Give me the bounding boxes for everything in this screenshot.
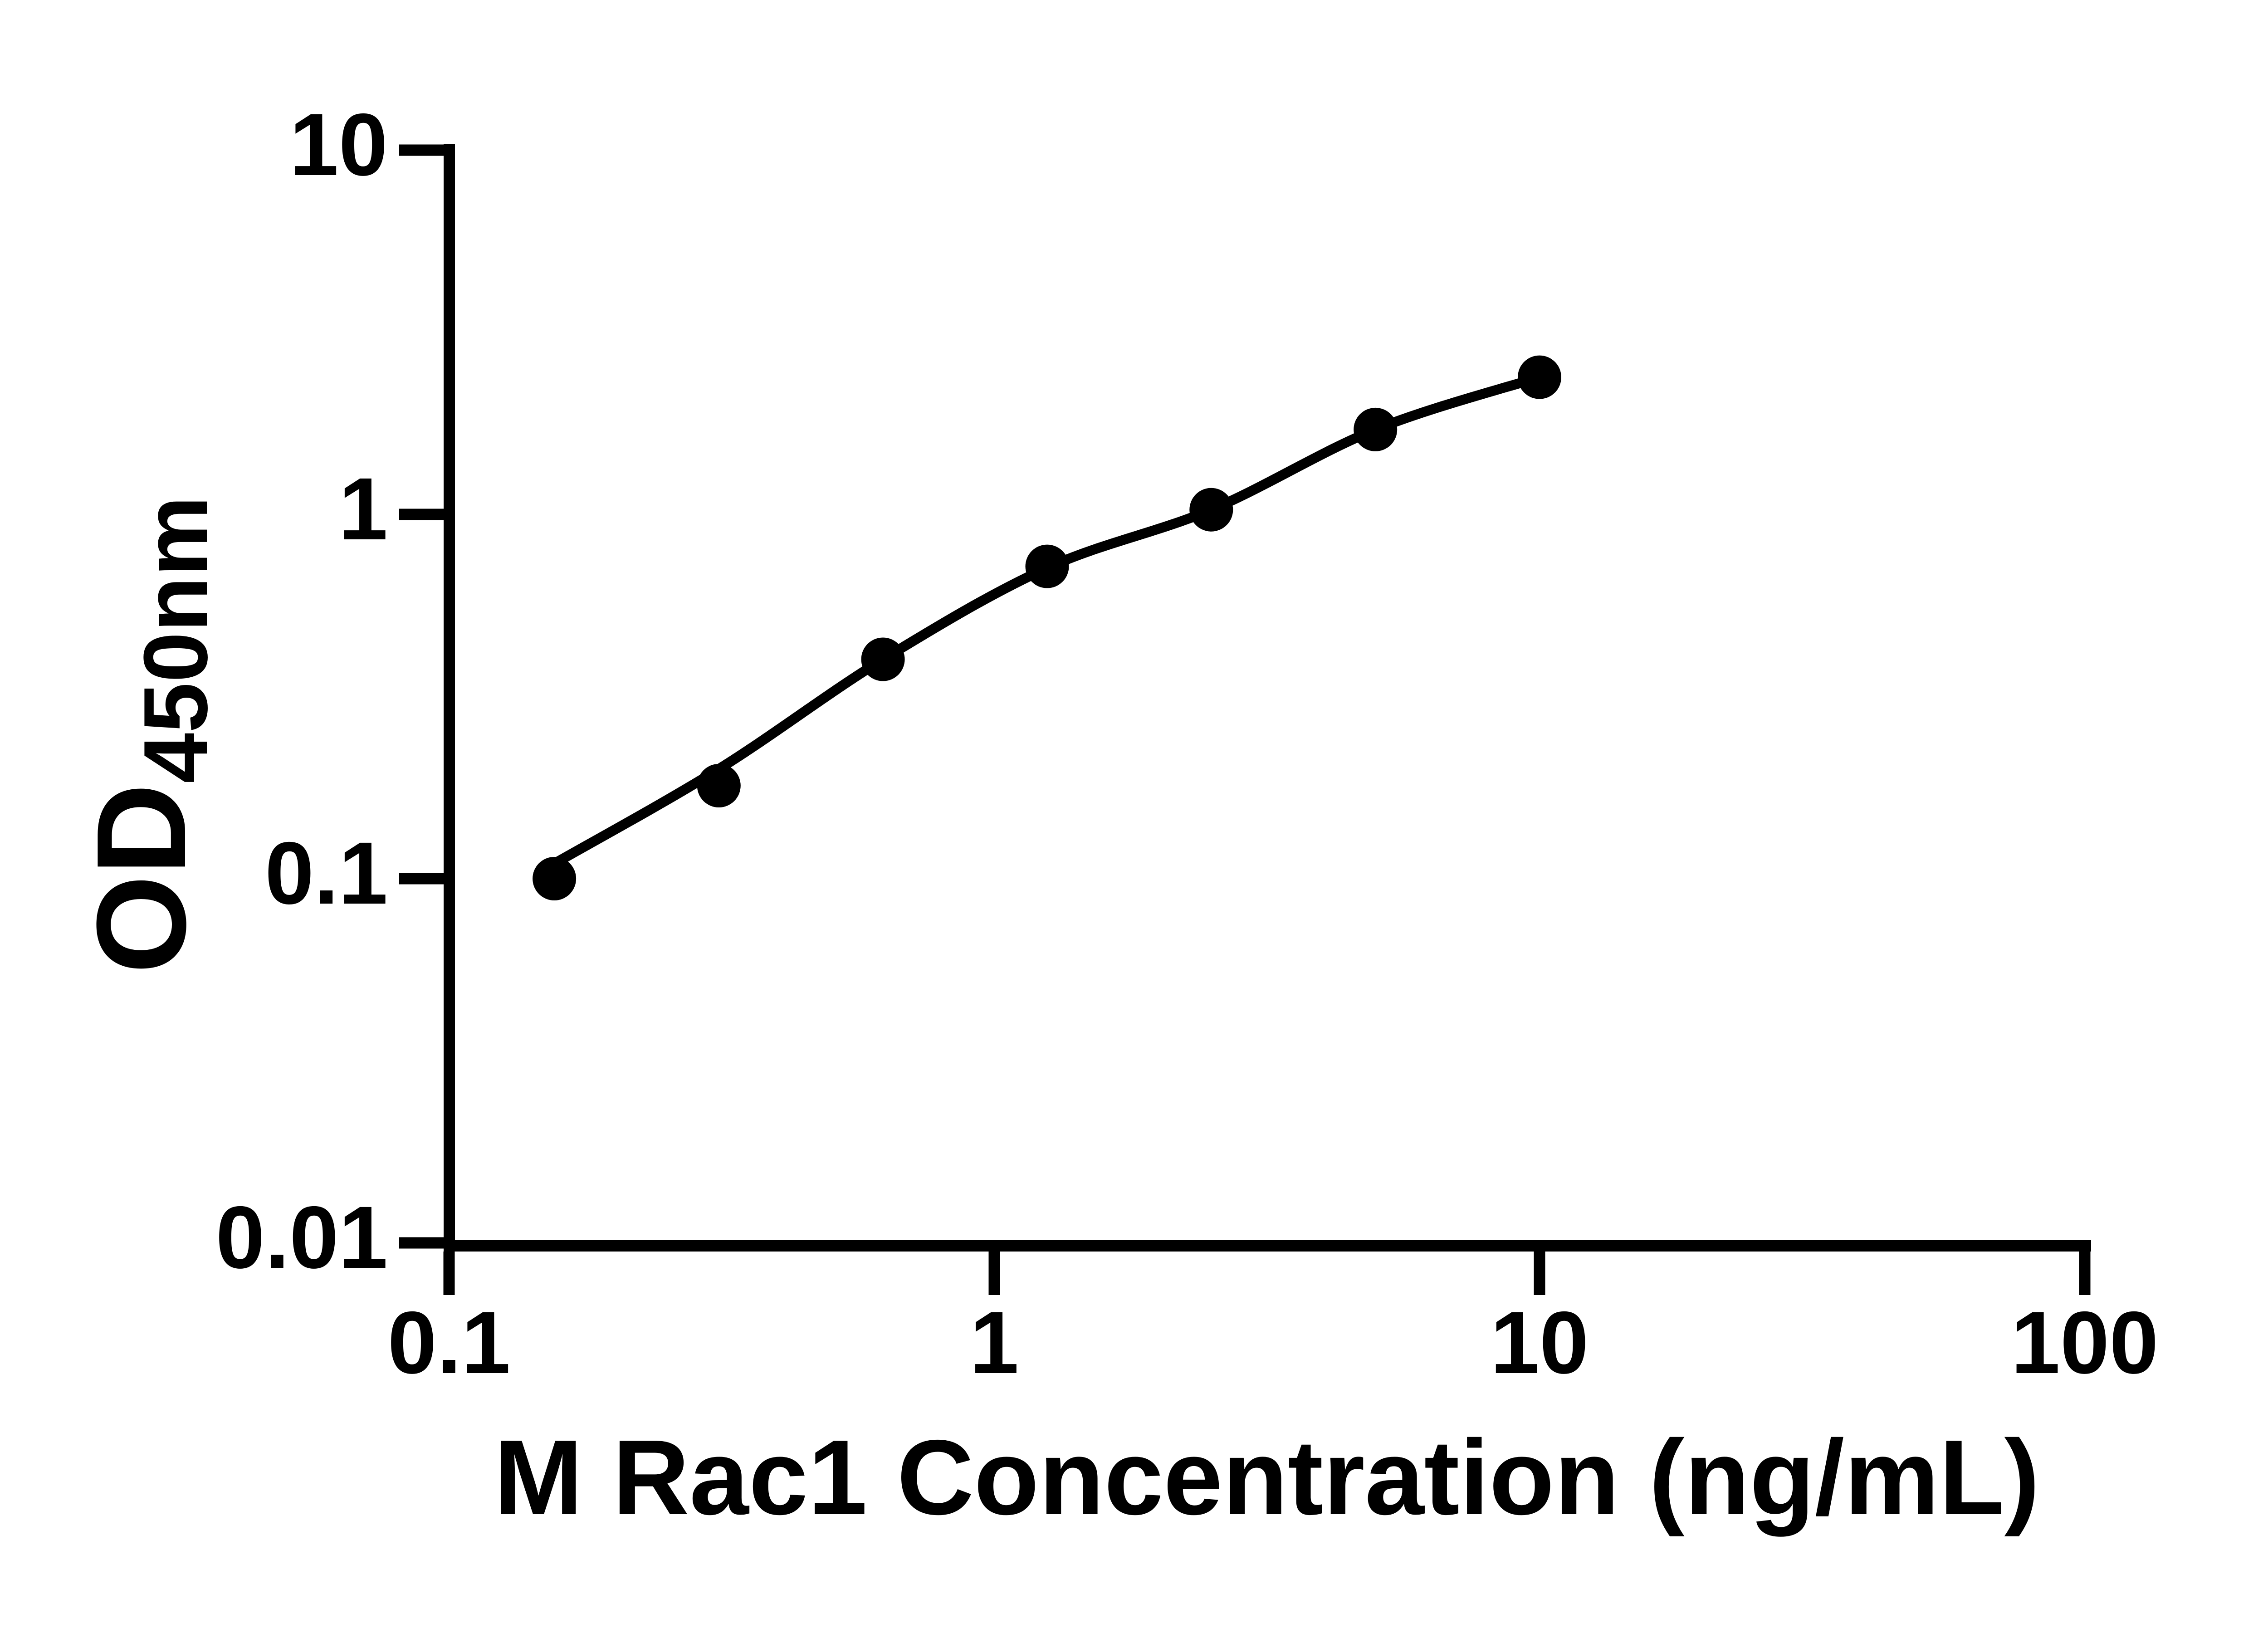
data-point: [1354, 407, 1398, 451]
data-point: [1025, 544, 1069, 588]
y-tick-label: 10: [289, 95, 388, 194]
y-tick-label: 0.01: [215, 1188, 388, 1287]
y-tick: [399, 508, 447, 520]
x-tick: [988, 1252, 1000, 1295]
data-point: [1189, 488, 1233, 532]
x-tick-label: 1: [969, 1293, 1019, 1392]
data-point: [1518, 355, 1561, 399]
data-point: [533, 857, 577, 900]
data-point: [861, 637, 905, 681]
x-axis-title: M Rac1 Concentration (ng/mL): [494, 1418, 2040, 1537]
x-tick: [2079, 1252, 2091, 1295]
x-axis-spine: [444, 1240, 2091, 1252]
x-tick-label: 100: [2011, 1293, 2159, 1392]
x-tick-label: 10: [1490, 1293, 1589, 1392]
x-tick: [1534, 1252, 1545, 1295]
y-tick-label: 0.1: [264, 824, 388, 923]
x-tick: [443, 1252, 455, 1295]
y-tick-label: 1: [338, 460, 388, 558]
y-axis-spine: [444, 144, 455, 1252]
y-tick: [399, 1237, 447, 1249]
y-tick: [399, 144, 447, 156]
data-point: [697, 764, 741, 807]
x-tick-label: 0.1: [387, 1293, 511, 1392]
y-tick: [399, 873, 447, 885]
